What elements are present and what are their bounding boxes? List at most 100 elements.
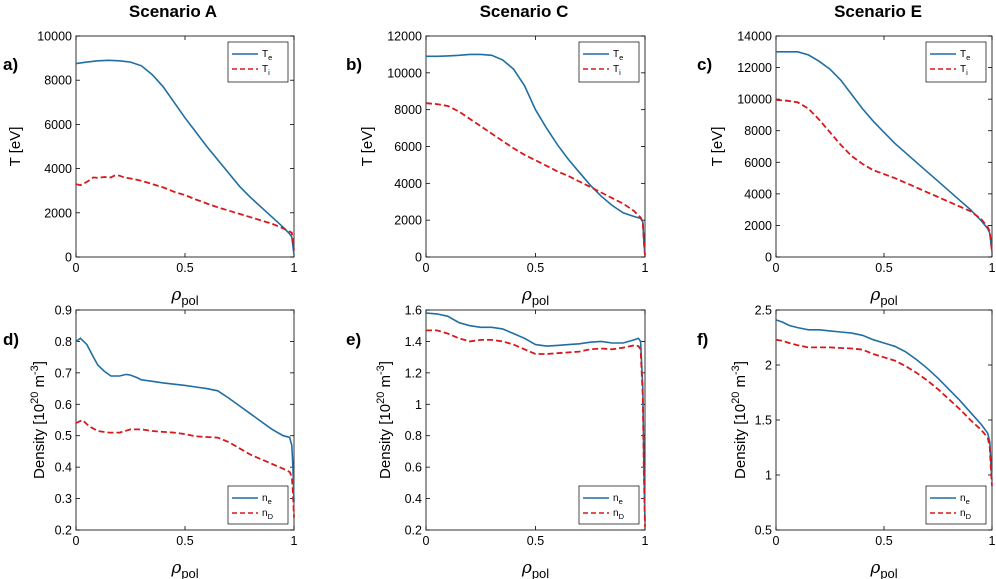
legend-box bbox=[227, 41, 289, 83]
y-axis-label: Density [1020 m-3] bbox=[730, 361, 749, 479]
panel-label: c) bbox=[697, 55, 712, 74]
x-tick-label: 0.5 bbox=[875, 261, 892, 275]
x-tick-label: 0 bbox=[773, 261, 780, 275]
scenario-title-c: Scenario C bbox=[480, 2, 569, 21]
y-tick-label: 6000 bbox=[44, 118, 72, 132]
panel-label: b) bbox=[346, 55, 362, 74]
y-tick-label: 0.2 bbox=[55, 524, 72, 538]
legend-box bbox=[925, 485, 987, 525]
y-tick-label: 4000 bbox=[744, 187, 772, 201]
y-axis-label: T [eV] bbox=[709, 127, 726, 167]
y-tick-label: 0.6 bbox=[55, 398, 72, 412]
legend-label-Te: Te bbox=[613, 49, 623, 62]
y-tick-label: 2000 bbox=[44, 206, 72, 220]
x-tick-label: 1 bbox=[642, 534, 649, 548]
x-tick-label: 0.5 bbox=[176, 261, 193, 275]
y-tick-label: 4000 bbox=[44, 162, 72, 176]
y-tick-label: 2.5 bbox=[755, 304, 772, 318]
x-tick-label: 0 bbox=[773, 534, 780, 548]
series-line-ne bbox=[75, 337, 295, 502]
y-tick-label: 8000 bbox=[394, 103, 422, 117]
y-tick-label: 2000 bbox=[744, 219, 772, 233]
panel-a: 0 2000 4000 6000 8000 10000 0 0.5 1 ρpol T [eV] a) T… bbox=[3, 30, 298, 309]
panel-label: a) bbox=[3, 55, 18, 74]
scenario-title-e: Scenario E bbox=[834, 2, 922, 21]
panel-b: 0 2000 4000 6000 8000 10000 12000 0 0.5 1 ρpol T [e… bbox=[346, 30, 649, 309]
y-tick-label: 0.4 bbox=[405, 492, 422, 506]
legend-label-ne: ne bbox=[262, 493, 272, 506]
legend-box bbox=[578, 41, 640, 83]
y-tick-label: 8000 bbox=[744, 124, 772, 138]
y-axis-label: Density [1020 m-3] bbox=[29, 361, 48, 479]
y-tick-label: 12000 bbox=[737, 61, 772, 75]
panel-label: f) bbox=[697, 330, 708, 349]
y-tick-label: 1.2 bbox=[405, 366, 422, 380]
legend-label-Ti: Ti bbox=[262, 64, 270, 77]
legend-label-nD: nD bbox=[262, 508, 274, 521]
y-tick-label: 12000 bbox=[387, 30, 422, 44]
panel-e: 0.2 0.4 0.6 0.8 1 1.2 1.4 1.6 0 0.5 1 ρpol Density [… bbox=[346, 304, 649, 579]
series-line-Te bbox=[75, 59, 295, 255]
x-tick-label: 0.5 bbox=[527, 534, 544, 548]
y-tick-label: 0.5 bbox=[55, 429, 72, 443]
y-axis-label: Density [1020 m-3] bbox=[375, 361, 394, 479]
series-line-Ti bbox=[775, 99, 993, 253]
y-tick-label: 8000 bbox=[44, 74, 72, 88]
scenario-title-a: Scenario A bbox=[129, 2, 217, 21]
x-tick-label: 0 bbox=[73, 261, 80, 275]
y-tick-label: 1 bbox=[415, 398, 422, 412]
x-tick-label: 0 bbox=[423, 261, 430, 275]
y-tick-label: 10000 bbox=[387, 66, 422, 80]
y-tick-label: 0 bbox=[765, 251, 772, 265]
x-tick-label: 0 bbox=[423, 534, 430, 548]
x-tick-label: 1 bbox=[291, 534, 298, 548]
series-line-nD bbox=[775, 338, 993, 487]
legend-box bbox=[578, 485, 640, 525]
x-tick-label: 0.5 bbox=[875, 534, 892, 548]
y-tick-label: 0.3 bbox=[55, 492, 72, 506]
legend-label-Te: Te bbox=[262, 49, 272, 62]
x-tick-label: 1 bbox=[291, 261, 298, 275]
y-tick-label: 1.6 bbox=[405, 304, 422, 318]
series-line-nD bbox=[426, 329, 646, 527]
panel-c: 0 2000 4000 6000 8000 10000 12000 14000 0 0.5 1 ρpo… bbox=[697, 30, 996, 309]
legend-label-ne: ne bbox=[613, 493, 623, 506]
series-line-ne bbox=[425, 312, 646, 523]
legend-box bbox=[925, 41, 987, 83]
y-axis-label: T [eV] bbox=[7, 127, 24, 167]
legend-label-nD: nD bbox=[613, 508, 625, 521]
y-tick-label: 0.6 bbox=[405, 461, 422, 475]
y-tick-label: 4000 bbox=[394, 177, 422, 191]
y-tick-label: 6000 bbox=[394, 140, 422, 154]
panel-d: 0.2 0.3 0.4 0.5 0.6 0.7 0.8 0.9 0 0.5 1 ρpol Density… bbox=[3, 304, 298, 579]
x-tick-label: 1 bbox=[989, 261, 996, 275]
x-axis-label: ρpol bbox=[170, 285, 198, 308]
y-tick-label: 0.8 bbox=[55, 335, 72, 349]
x-tick-label: 1 bbox=[642, 261, 649, 275]
series-line-nD bbox=[75, 418, 295, 518]
y-tick-label: 0.8 bbox=[405, 429, 422, 443]
x-axis-label: ρpol bbox=[170, 558, 198, 579]
series-line-Ti bbox=[425, 102, 646, 256]
legend-label-ne: ne bbox=[960, 493, 970, 506]
y-tick-label: 2 bbox=[765, 359, 772, 373]
x-tick-label: 0.5 bbox=[176, 534, 193, 548]
series-line-Te bbox=[776, 50, 993, 253]
y-tick-label: 0 bbox=[65, 251, 72, 265]
y-axis-label: T [eV] bbox=[359, 127, 376, 167]
y-tick-label: 6000 bbox=[744, 156, 772, 170]
y-tick-label: 10000 bbox=[737, 93, 772, 107]
x-tick-label: 0.5 bbox=[527, 261, 544, 275]
x-axis-label: ρpol bbox=[521, 285, 549, 308]
legend-box bbox=[227, 485, 289, 525]
y-tick-label: 1.4 bbox=[405, 335, 422, 349]
legend-label-Ti: Ti bbox=[960, 64, 968, 77]
series-line-ne bbox=[775, 319, 993, 481]
x-tick-label: 0 bbox=[73, 534, 80, 548]
y-tick-label: 1 bbox=[765, 469, 772, 483]
y-tick-label: 10000 bbox=[37, 30, 72, 44]
legend-label-Te: Te bbox=[960, 49, 970, 62]
y-tick-label: 1.5 bbox=[755, 414, 772, 428]
